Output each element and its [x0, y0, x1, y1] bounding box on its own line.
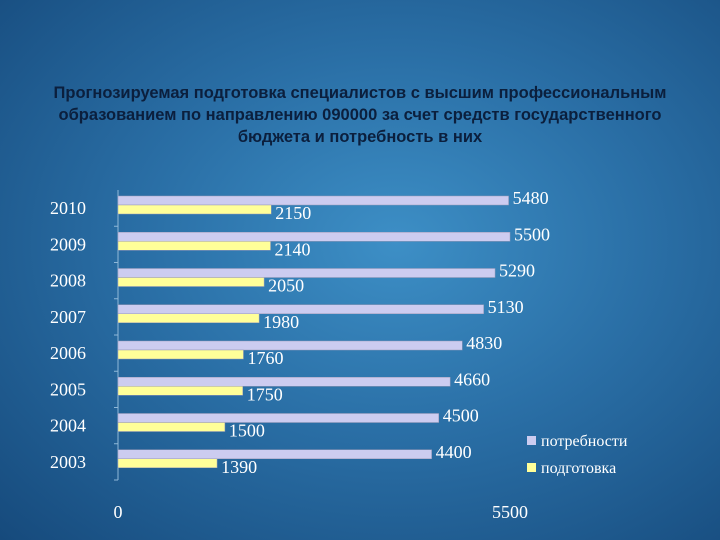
bar-need-2003: [117, 449, 432, 459]
y-tick-label-2003: 2003: [50, 452, 86, 472]
bar-need-2010: [117, 195, 509, 206]
value-label-training-2004: 1500: [229, 421, 265, 441]
value-label-training-2003: 1390: [221, 457, 257, 477]
value-label-need-2008: 5290: [499, 261, 535, 281]
bar-need-2004: [117, 413, 439, 423]
x-tick-max: 5500: [492, 502, 528, 522]
bar-training-2007: [117, 313, 260, 323]
value-label-need-2009: 5500: [514, 224, 550, 244]
value-label-training-2005: 1750: [247, 384, 283, 404]
y-tick-label-2005: 2005: [50, 379, 86, 399]
value-label-need-2007: 5130: [488, 297, 524, 317]
bar-need-2006: [117, 340, 463, 351]
value-label-need-2010: 5480: [513, 188, 549, 208]
bar-training-2009: [117, 241, 271, 251]
bar-training-2008: [117, 277, 265, 287]
bar-training-2003: [117, 458, 218, 468]
bar-need-2008: [117, 268, 496, 278]
bar-training-2004: [117, 422, 226, 432]
y-tick-label-2007: 2007: [50, 307, 86, 327]
y-tick-label-2009: 2009: [50, 234, 86, 254]
bar-need-2009: [117, 232, 511, 242]
bar-need-2007: [117, 304, 484, 314]
legend-swatch-need: [527, 436, 536, 445]
bar-training-2006: [117, 349, 244, 360]
bar-training-2010: [117, 204, 272, 215]
legend-swatch-training: [527, 463, 536, 472]
x-tick-min: 0: [114, 502, 123, 522]
value-label-need-2003: 4400: [436, 442, 472, 462]
y-tick-label-2006: 2006: [50, 343, 86, 363]
value-label-training-2006: 1760: [247, 348, 283, 368]
value-label-training-2008: 2050: [268, 276, 304, 296]
legend: потребности подготовка: [527, 433, 628, 477]
y-tick-label-2010: 2010: [50, 198, 86, 218]
value-label-need-2005: 4660: [454, 369, 490, 389]
value-label-training-2007: 1980: [263, 312, 299, 332]
value-label-training-2010: 2150: [275, 203, 311, 223]
y-tick-label-2004: 2004: [50, 416, 86, 436]
value-label-training-2009: 2140: [275, 239, 311, 259]
legend-label-need: потребности: [541, 433, 628, 450]
y-tick-label-2008: 2008: [50, 271, 86, 291]
bar-need-2005: [117, 377, 451, 387]
value-label-need-2006: 4830: [466, 333, 502, 353]
legend-label-training: подготовка: [541, 460, 616, 477]
value-label-need-2004: 4500: [443, 406, 479, 426]
chart-title: Прогнозируемая подготовка специалистов с…: [53, 84, 667, 146]
bar-training-2005: [117, 386, 243, 396]
